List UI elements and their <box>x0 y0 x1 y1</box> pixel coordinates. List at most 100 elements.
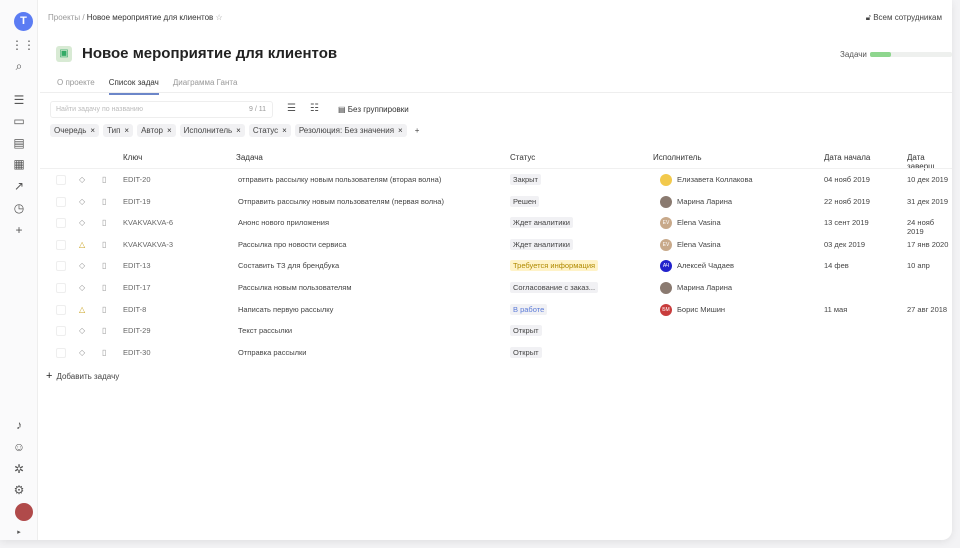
project-icon: ▣ <box>56 46 72 62</box>
logo[interactable]: T <box>14 12 33 31</box>
inbox-icon[interactable]: ▤ <box>13 136 25 150</box>
status-badge[interactable]: В работе <box>510 303 548 315</box>
filter-chip[interactable]: Очередь × <box>50 124 100 137</box>
status-badge[interactable]: Ждет аналитики <box>510 217 573 229</box>
table-row[interactable]: △ ▯ KVAKVAKVA-3 Рассылка про новости сер… <box>40 235 952 256</box>
tab-about[interactable]: О проекте <box>57 78 95 87</box>
task-title[interactable]: Написать первую рассылку <box>238 304 334 314</box>
task-key[interactable]: EDIT-30 <box>123 347 151 357</box>
table-row[interactable]: △ ▯ EDIT-8 Написать первую рассылку В ра… <box>40 300 952 321</box>
filter-chip[interactable]: Исполнитель × <box>179 124 245 137</box>
col-start[interactable]: Дата начала <box>824 153 871 162</box>
tab-task-list[interactable]: Список задач <box>108 78 159 95</box>
table-row[interactable]: ◇ ▯ EDIT-19 Отправить рассылку новым пол… <box>40 192 952 213</box>
row-checkbox[interactable] <box>56 326 66 337</box>
remove-filter-icon[interactable]: × <box>236 126 241 135</box>
assignee-name[interactable]: Елизавета Коллакова <box>677 175 753 184</box>
remove-filter-icon[interactable]: × <box>398 126 403 135</box>
assignee-name[interactable]: Марина Ларина <box>677 283 733 292</box>
row-checkbox[interactable] <box>56 261 66 272</box>
table-row[interactable]: ◇ ▯ EDIT-17 Рассылка новым пользователям… <box>40 278 952 299</box>
status-badge[interactable]: Согласование с заказ... <box>510 282 599 293</box>
list-view-icon[interactable]: ☰ <box>287 103 296 114</box>
row-checkbox[interactable] <box>56 283 66 293</box>
task-title[interactable]: Рассылка новым пользователям <box>238 283 352 292</box>
task-title[interactable]: Текст рассылки <box>238 326 293 336</box>
add-task-button[interactable]: + Добавить задачу <box>46 370 119 382</box>
clock-icon[interactable]: ◷ <box>13 201 25 215</box>
task-key[interactable]: EDIT-20 <box>123 175 151 184</box>
apps-icon[interactable]: ⋮⋮ <box>11 38 35 52</box>
task-key[interactable]: EDIT-29 <box>123 326 151 336</box>
user-avatar[interactable] <box>15 503 33 521</box>
table-row[interactable]: ◇ ▯ KVAKVAKVA-6 Анонс нового приложения … <box>40 213 952 236</box>
task-title[interactable]: Отправить рассылку новым пользователям (… <box>238 196 444 206</box>
task-key[interactable]: EDIT-19 <box>123 196 151 206</box>
status-badge[interactable]: Закрыт <box>510 174 541 185</box>
table-row[interactable]: ◇ ▯ EDIT-20 отправить рассылку новым пол… <box>40 170 952 191</box>
task-title[interactable]: Отправка рассылки <box>238 347 307 357</box>
access-button[interactable]: 🔓︎ Всем сотрудникам <box>866 13 942 23</box>
remove-filter-icon[interactable]: × <box>282 126 287 135</box>
task-key[interactable]: EDIT-13 <box>123 261 151 271</box>
task-title[interactable]: Рассылка про новости сервиса <box>238 239 347 249</box>
breadcrumb-root[interactable]: Проекты <box>48 13 81 22</box>
col-end[interactable]: Дата заверш <box>907 153 935 171</box>
folder-icon[interactable]: ▭ <box>13 114 25 128</box>
remove-filter-icon[interactable]: × <box>166 126 172 135</box>
task-title[interactable]: Составить ТЗ для брендбука <box>238 261 340 271</box>
task-title[interactable]: отправить рассылку новым пользователям (… <box>238 175 442 184</box>
col-status[interactable]: Статус <box>510 153 536 162</box>
row-checkbox[interactable] <box>56 196 66 207</box>
status-badge[interactable]: Ждет аналитики <box>510 238 573 250</box>
row-checkbox[interactable] <box>56 304 66 315</box>
row-checkbox[interactable] <box>56 218 66 229</box>
status-badge[interactable]: Открыт <box>510 346 542 358</box>
bug-icon[interactable]: ✲ <box>13 462 25 476</box>
table-row[interactable]: ◇ ▯ EDIT-13 Составить ТЗ для брендбука Т… <box>40 256 952 277</box>
task-key[interactable]: EDIT-8 <box>123 304 147 314</box>
header-divider <box>40 168 952 169</box>
task-title[interactable]: Анонс нового приложения <box>238 218 330 228</box>
tab-gantt[interactable]: Диаграмма Ганта <box>172 78 238 87</box>
expand-icon[interactable]: ▸ <box>17 529 21 536</box>
status-badge[interactable]: Решен <box>510 195 540 207</box>
add-filter-button[interactable]: + <box>414 126 420 135</box>
remove-filter-icon[interactable]: × <box>124 126 130 135</box>
grouping-button[interactable]: ▤ Без группировки <box>338 105 409 114</box>
assignee-name[interactable]: Борис Мишин <box>677 304 726 314</box>
task-key[interactable]: EDIT-17 <box>123 283 151 292</box>
filter-chip[interactable]: Автор × <box>137 124 176 137</box>
assignee-name[interactable]: Марина Ларина <box>677 196 733 206</box>
row-checkbox[interactable] <box>56 239 66 250</box>
row-checkbox[interactable] <box>56 347 66 358</box>
row-checkbox[interactable] <box>56 175 66 185</box>
table-row[interactable]: ◇ ▯ EDIT-29 Текст рассылки Открыт <box>40 321 952 342</box>
filter-chip[interactable]: Резолюция: Без значения × <box>294 124 407 137</box>
tasks-icon[interactable]: ☰ <box>13 93 25 107</box>
status-badge[interactable]: Открыт <box>510 325 542 337</box>
col-task[interactable]: Задача <box>236 153 263 162</box>
search-icon[interactable]: ⌕ <box>15 59 23 73</box>
help-icon[interactable]: ☺ <box>12 440 26 454</box>
remove-filter-icon[interactable]: × <box>90 126 96 135</box>
assignee-name[interactable]: Elena Vasina <box>677 218 721 228</box>
status-badge[interactable]: Требуется информация <box>510 260 599 272</box>
assignee-name[interactable]: Алексей Чадаев <box>677 261 734 271</box>
col-key[interactable]: Ключ <box>123 153 143 162</box>
filter-chip[interactable]: Статус × <box>248 124 291 137</box>
chart-icon[interactable]: ↗ <box>13 179 25 193</box>
star-icon[interactable]: ☆ <box>215 13 223 22</box>
gear-icon[interactable]: ⚙ <box>13 483 25 497</box>
search-input[interactable]: Найти задачу по названию 9 / 11 <box>50 101 273 118</box>
assignee-name[interactable]: Elena Vasina <box>677 239 721 249</box>
col-assignee[interactable]: Исполнитель <box>653 153 702 162</box>
board-icon[interactable]: ▦ <box>13 157 25 171</box>
filter-chip[interactable]: Тип × <box>103 124 134 137</box>
plus-icon[interactable]: + <box>15 223 23 237</box>
task-key[interactable]: KVAKVAKVA-3 <box>123 239 174 249</box>
task-key[interactable]: KVAKVAKVA-6 <box>123 218 174 228</box>
bell-icon[interactable]: ♪ <box>16 418 22 432</box>
tree-view-icon[interactable]: ☷ <box>310 103 319 114</box>
table-row[interactable]: ◇ ▯ EDIT-30 Отправка рассылки Открыт <box>40 343 952 364</box>
